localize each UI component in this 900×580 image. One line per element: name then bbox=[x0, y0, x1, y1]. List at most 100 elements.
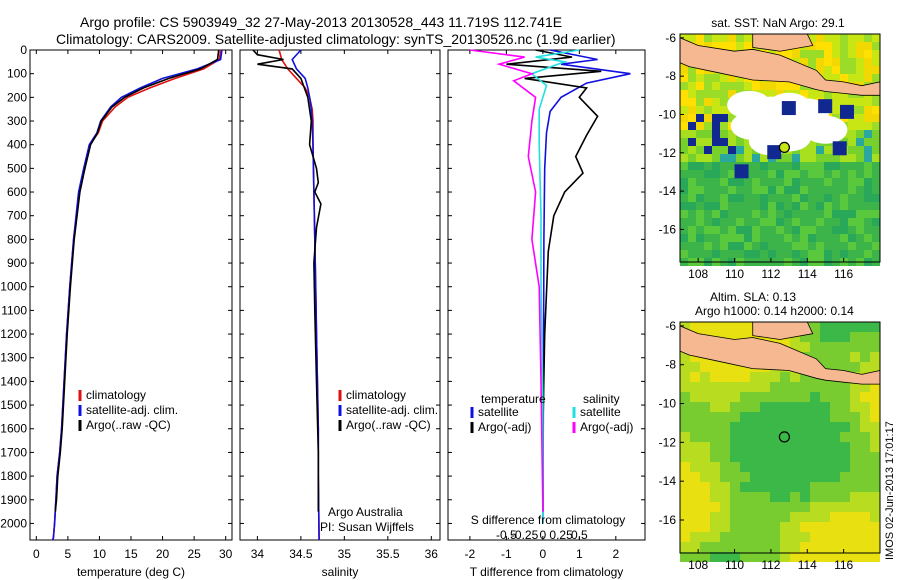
sla-map-cell bbox=[780, 402, 790, 412]
sst-map-cell bbox=[848, 34, 856, 42]
sst-map-cell bbox=[864, 234, 872, 242]
sla-map-cell bbox=[790, 462, 800, 472]
sla-map-cell bbox=[740, 502, 750, 512]
sst-map-cell bbox=[696, 202, 704, 210]
sst-map-cell bbox=[760, 218, 768, 226]
temperature-xtick-label: 20 bbox=[156, 547, 170, 561]
sla-lat-label: -8 bbox=[665, 358, 676, 372]
sla-map-cell bbox=[710, 492, 720, 502]
sst-map-cell bbox=[848, 58, 856, 66]
sla-map-cell bbox=[680, 322, 690, 332]
sla-map-cell bbox=[720, 372, 730, 382]
salinity-xtick-label: 35.5 bbox=[376, 547, 400, 561]
sla-map-cell bbox=[820, 392, 830, 402]
sst-map-cell bbox=[864, 194, 872, 202]
sst-map-cell bbox=[800, 50, 808, 58]
sla-map-cell bbox=[850, 512, 860, 522]
sla-map-cell bbox=[860, 522, 870, 532]
sla-map-cell bbox=[780, 412, 790, 422]
sst-map-cell bbox=[792, 202, 800, 210]
sla-map-cell bbox=[870, 412, 880, 422]
depth-tick-label: 1400 bbox=[0, 374, 27, 388]
sst-map-cell bbox=[848, 234, 856, 242]
sst-map-cell bbox=[752, 218, 760, 226]
sst-map-cell bbox=[704, 114, 712, 122]
sst-map-cell bbox=[744, 146, 752, 154]
sla-map-cell bbox=[720, 442, 730, 452]
sla-map-cell bbox=[870, 402, 880, 412]
sla-map-cell bbox=[790, 522, 800, 532]
sst-map-cell bbox=[776, 226, 784, 234]
sst-map-cell bbox=[800, 146, 808, 154]
sst-map-cell bbox=[848, 162, 856, 170]
sst-map-cell bbox=[728, 186, 736, 194]
sst-map-cell bbox=[720, 154, 728, 162]
sla-map-cell bbox=[830, 412, 840, 422]
sla-map-cell bbox=[800, 432, 810, 442]
sst-map-cell bbox=[736, 74, 744, 82]
temperature-frame bbox=[29, 49, 233, 541]
sst-map-cell bbox=[680, 234, 688, 242]
sst-map-cell bbox=[824, 226, 832, 234]
sla-map-cell bbox=[680, 502, 690, 512]
sla-map-cell bbox=[700, 382, 710, 392]
sla-map-cell bbox=[780, 542, 790, 552]
sst-map-cell bbox=[848, 250, 856, 258]
sla-map-cell bbox=[850, 542, 860, 552]
sla-map-cell bbox=[800, 332, 810, 342]
sla-map-cell bbox=[820, 422, 830, 432]
sla-map-cell bbox=[730, 322, 740, 332]
sla-map-cell bbox=[690, 352, 700, 362]
sst-map-cell bbox=[816, 66, 824, 74]
sst-map-cell bbox=[784, 170, 792, 178]
sst-map-cell bbox=[808, 162, 816, 170]
sst-map-cell bbox=[696, 90, 704, 98]
sla-map-cell bbox=[800, 342, 810, 352]
sst-map-cell bbox=[752, 194, 760, 202]
sst-map-cell bbox=[848, 178, 856, 186]
sla-map-cell bbox=[870, 342, 880, 352]
sst-map-cell bbox=[792, 162, 800, 170]
sst-map-cell bbox=[736, 154, 744, 162]
sst-map-cell bbox=[712, 234, 720, 242]
sla-map-cell bbox=[680, 392, 690, 402]
salinity-panel: 34 34.5 35 35.5 36 salinity climatologysatelli… bbox=[239, 49, 441, 579]
sst-map-cell bbox=[800, 90, 808, 98]
sla-map-cell bbox=[720, 392, 730, 402]
sla-map-cell bbox=[710, 482, 720, 492]
sst-map-cell bbox=[768, 90, 776, 98]
sst-map-cell bbox=[696, 242, 704, 250]
sst-map-cell bbox=[720, 34, 728, 42]
sst-map-cell bbox=[704, 242, 712, 250]
sst-map-cell bbox=[776, 170, 784, 178]
sst-map-cell bbox=[696, 122, 704, 130]
sst-map-cell bbox=[728, 130, 736, 138]
sst-map-cell bbox=[712, 114, 720, 122]
sst-map-cell bbox=[704, 178, 712, 186]
sla-map-cell bbox=[710, 472, 720, 482]
sla-map-cell bbox=[800, 512, 810, 522]
sla-map-cell bbox=[820, 332, 830, 342]
sla-map-cell bbox=[700, 542, 710, 552]
sst-map-cell bbox=[752, 170, 760, 178]
depth-tick-label: 200 bbox=[7, 90, 27, 104]
sst-map-cell bbox=[768, 250, 776, 258]
difference-xtick-label: 1 bbox=[576, 547, 583, 561]
sla-map-cell bbox=[770, 402, 780, 412]
sst-map-cell bbox=[728, 74, 736, 82]
sst-map-cell bbox=[744, 178, 752, 186]
sla-map-cell bbox=[810, 412, 820, 422]
sla-map-title2: Argo h1000: 0.14 h2000: 0.14 bbox=[695, 304, 854, 318]
sla-map-cell bbox=[840, 412, 850, 422]
temperature-xtick-label: 5 bbox=[65, 547, 72, 561]
sla-map-cell bbox=[790, 412, 800, 422]
sla-map-cell bbox=[850, 392, 860, 402]
sla-map-cell bbox=[770, 452, 780, 462]
sst-map-cell bbox=[688, 82, 696, 90]
sst-map-cell bbox=[760, 154, 768, 162]
sst-map-cell bbox=[848, 218, 856, 226]
sst-map-cell bbox=[720, 242, 728, 250]
sla-map-cell bbox=[730, 442, 740, 452]
sst-map-cell bbox=[760, 186, 768, 194]
